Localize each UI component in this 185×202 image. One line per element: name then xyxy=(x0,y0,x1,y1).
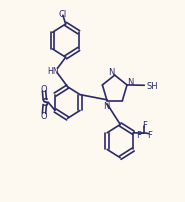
Text: F: F xyxy=(147,131,152,140)
Text: F: F xyxy=(142,121,147,129)
Text: F: F xyxy=(136,131,141,140)
Text: O: O xyxy=(41,84,47,93)
Text: N: N xyxy=(103,101,109,110)
Text: SH: SH xyxy=(146,81,158,90)
Text: O: O xyxy=(41,112,47,121)
Text: N: N xyxy=(127,77,134,86)
Text: HN: HN xyxy=(47,67,59,76)
Text: N: N xyxy=(108,68,114,77)
Text: S: S xyxy=(41,98,48,108)
Text: Cl: Cl xyxy=(59,10,67,19)
